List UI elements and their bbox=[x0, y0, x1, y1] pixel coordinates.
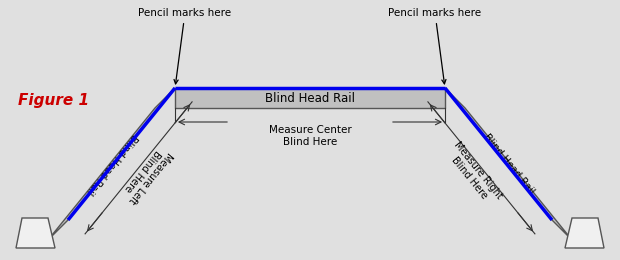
Polygon shape bbox=[565, 218, 604, 248]
Text: Measure Left
Blind Here: Measure Left Blind Here bbox=[118, 143, 175, 205]
Text: Blind Head Rail: Blind Head Rail bbox=[265, 92, 355, 105]
Text: Blind Head Rail: Blind Head Rail bbox=[84, 132, 139, 196]
Text: Measure Right
Blind Here: Measure Right Blind Here bbox=[443, 140, 504, 208]
Text: Figure 1: Figure 1 bbox=[18, 93, 89, 107]
Text: Blind Head Rail: Blind Head Rail bbox=[481, 132, 536, 196]
Text: Pencil marks here: Pencil marks here bbox=[389, 8, 482, 84]
Polygon shape bbox=[16, 218, 55, 248]
Text: Measure Center
Blind Here: Measure Center Blind Here bbox=[268, 125, 352, 147]
Polygon shape bbox=[445, 88, 572, 240]
Bar bbox=[175, 88, 445, 108]
Text: Pencil marks here: Pencil marks here bbox=[138, 8, 231, 84]
Polygon shape bbox=[48, 88, 175, 240]
